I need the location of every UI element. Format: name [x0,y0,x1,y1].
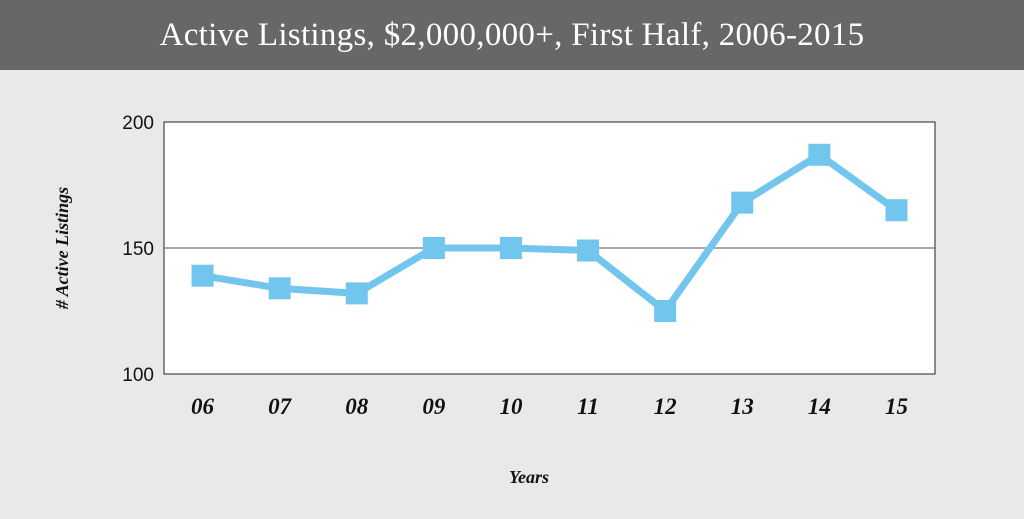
series-line [199,151,900,315]
x-tick-label: 12 [654,394,677,419]
data-point-marker [885,199,908,222]
title-bar: Active Listings, $2,000,000+, First Half… [0,0,1024,70]
x-tick-label: 15 [885,394,908,419]
x-tick-label: 07 [268,394,293,419]
y-axis-label: # Active Listings [52,187,72,310]
data-point-marker [191,264,214,287]
data-point-marker [808,143,831,166]
y-tick-label: 100 [122,365,154,386]
data-point-marker [731,191,754,214]
y-tick-label: 200 [122,113,154,134]
x-axis-label: Years [509,467,549,487]
x-axis-ticks: 06 07 08 09 10 11 12 13 14 15 [191,394,908,419]
x-tick-label: 13 [731,394,754,419]
x-tick-label: 06 [191,394,215,419]
x-tick-label: 09 [422,394,446,419]
data-point-marker [422,237,445,259]
x-tick-label: 14 [808,394,831,419]
data-point-marker [345,282,368,305]
x-tick-label: 10 [499,394,523,419]
chart-title: Active Listings, $2,000,000+, First Half… [159,16,865,53]
data-point-marker [577,239,600,262]
y-tick-label: 150 [122,239,154,260]
data-point-marker [654,300,677,322]
series-group [191,143,908,322]
data-point-marker [268,277,291,300]
x-tick-label: 08 [345,394,369,419]
data-point-marker [499,237,522,259]
x-tick-label: 11 [577,394,599,419]
y-axis-ticks: 100 150 200 [122,113,154,386]
